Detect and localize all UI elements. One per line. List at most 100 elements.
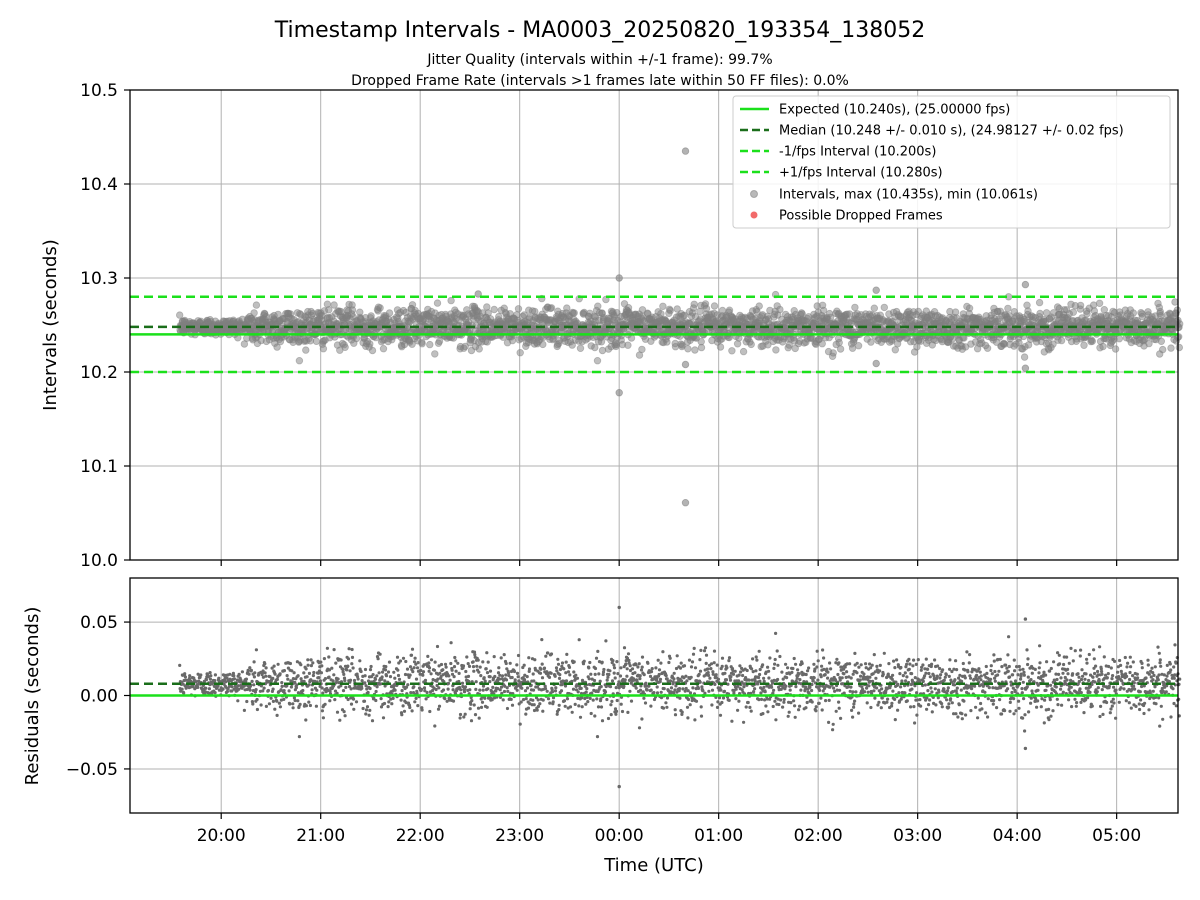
- residual-point: [710, 688, 715, 692]
- residual-point: [436, 707, 441, 711]
- residual-point: [731, 672, 736, 676]
- residual-point: [502, 653, 506, 657]
- residual-point: [421, 673, 425, 677]
- residual-point: [678, 696, 682, 700]
- residual-point: [221, 687, 225, 691]
- residual-point: [553, 689, 558, 693]
- residual-point: [675, 654, 679, 658]
- residual-point: [308, 703, 312, 708]
- residual-point: [441, 668, 445, 672]
- residual-point: [282, 689, 286, 693]
- residual-point: [338, 718, 342, 722]
- residual-point: [410, 647, 415, 651]
- residual-point: [564, 679, 569, 683]
- residual-point: [559, 689, 564, 693]
- residual-point: [419, 687, 424, 691]
- residual-point: [375, 674, 379, 678]
- residual-point: [468, 707, 472, 711]
- residual-point: [556, 657, 560, 661]
- residual-point: [718, 713, 723, 717]
- interval-point: [772, 346, 780, 354]
- interval-point: [1157, 337, 1165, 345]
- residual-point: [416, 704, 420, 708]
- residual-point: [702, 649, 707, 653]
- interval-point: [627, 334, 636, 342]
- residual-point: [771, 681, 775, 685]
- residual-point: [422, 686, 427, 690]
- residual-point: [277, 701, 281, 705]
- residual-point: [213, 679, 217, 683]
- residual-point: [531, 672, 535, 676]
- residual-point: [642, 673, 646, 677]
- residual-point: [517, 679, 521, 683]
- residual-point: [520, 686, 524, 690]
- residual-point: [760, 697, 764, 702]
- legend-label-plus-fps: +1/fps Interval (10.280s): [779, 166, 943, 181]
- residual-point: [704, 661, 708, 666]
- residual-point: [317, 676, 321, 680]
- residual-point: [719, 688, 723, 692]
- residual-point: [794, 662, 798, 666]
- residual-point: [513, 678, 517, 682]
- residual-point: [438, 671, 442, 675]
- residual-point: [526, 706, 531, 710]
- interval-outlier-point-5: [1021, 364, 1030, 372]
- residual-point: [396, 668, 400, 672]
- interval-point: [593, 357, 602, 365]
- residual-point: [587, 666, 591, 670]
- residual-point: [784, 662, 788, 666]
- interval-point: [591, 343, 599, 352]
- interval-point: [851, 303, 859, 312]
- residual-point: [797, 708, 801, 712]
- residual-point: [400, 689, 404, 693]
- residual-point: [363, 667, 368, 672]
- residual-point: [292, 671, 296, 675]
- residual-point: [425, 690, 429, 695]
- residual-point: [282, 669, 286, 673]
- residual-point: [546, 697, 551, 701]
- residual-point: [614, 712, 618, 716]
- residual-point: [650, 667, 654, 671]
- residual-point: [811, 679, 815, 683]
- residual-point: [306, 658, 310, 662]
- residual-point: [734, 697, 738, 701]
- interval-point: [366, 340, 374, 348]
- interval-point: [576, 344, 585, 352]
- residual-point: [588, 660, 592, 665]
- residual-point: [204, 686, 208, 690]
- residual-point: [522, 663, 526, 667]
- residual-point: [707, 689, 711, 693]
- residual-point: [625, 674, 629, 678]
- residual-point: [590, 691, 594, 695]
- interval-point: [295, 357, 304, 365]
- residual-point: [374, 698, 378, 703]
- residual-point: [615, 698, 619, 703]
- residual-point: [791, 666, 795, 671]
- residual-point: [506, 671, 511, 675]
- interval-point: [1111, 345, 1120, 353]
- residual-point: [682, 664, 687, 668]
- residual-point: [573, 702, 577, 707]
- residual-point: [720, 656, 725, 660]
- residual-point: [335, 710, 340, 714]
- residual-point: [580, 705, 584, 709]
- residual-point: [451, 699, 456, 703]
- residual-point: [414, 696, 418, 701]
- residual-point: [515, 663, 519, 667]
- residual-point: [336, 677, 340, 681]
- residual-point: [471, 660, 475, 664]
- residual-point: [805, 700, 809, 705]
- residual-point: [697, 672, 701, 676]
- residual-point: [504, 661, 508, 666]
- residual-point: [546, 651, 550, 655]
- residual-point: [596, 649, 600, 654]
- residual-point: [397, 677, 402, 682]
- residual-point: [339, 658, 343, 662]
- residual-point: [763, 690, 767, 694]
- residual-point: [703, 646, 708, 650]
- residual-point: [378, 652, 382, 656]
- residual-point: [382, 701, 387, 706]
- residual-point: [400, 713, 404, 717]
- residual-point: [547, 675, 552, 680]
- residual-point: [649, 704, 653, 708]
